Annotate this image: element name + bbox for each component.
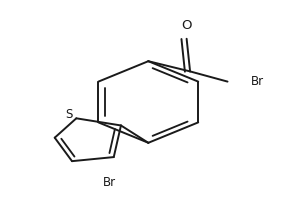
Text: S: S bbox=[65, 108, 73, 121]
Text: Br: Br bbox=[251, 75, 264, 88]
Text: O: O bbox=[181, 19, 192, 32]
Text: Br: Br bbox=[103, 176, 116, 190]
